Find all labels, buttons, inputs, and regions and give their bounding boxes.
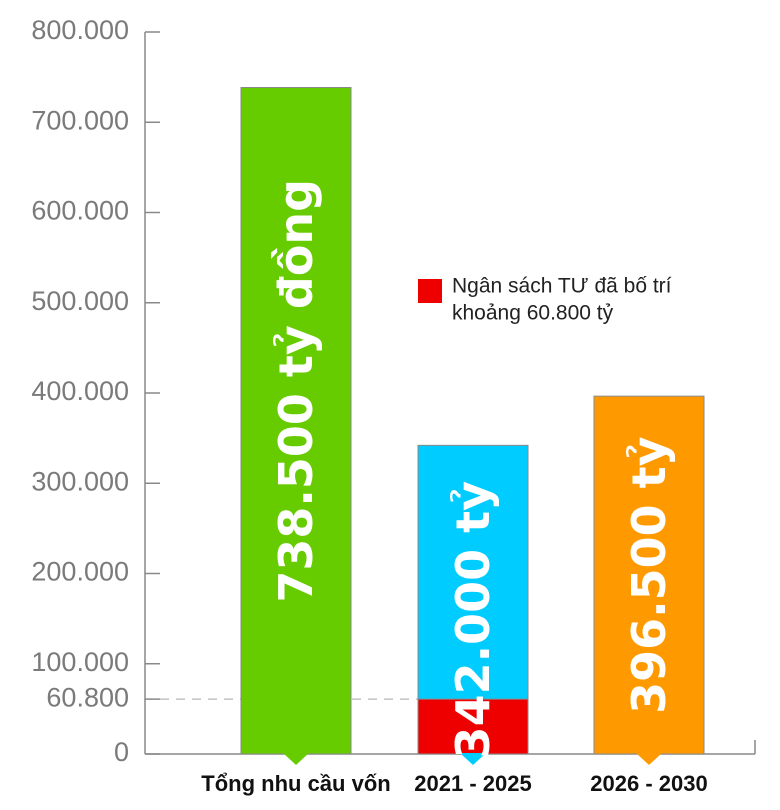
y-tick-label: 600.000 [31,196,129,226]
y-tick-label: 700.000 [31,105,129,135]
x-category-label: Tổng nhu cầu vốn [201,771,390,796]
bar-segment-central-budget [417,698,529,755]
y-tick-label: 400.000 [31,376,129,406]
bar-pointer [460,753,486,765]
bar-value-label: 738.500 tỷ đồng [269,179,323,603]
y-tick-label: 200.000 [31,557,129,587]
chart-legend: Ngân sách TƯ đã bố trí khoảng 60.800 tỷ [418,275,672,325]
legend-label-line1: Ngân sách TƯ đã bố trí [452,275,672,298]
bar-pointer [283,753,309,765]
reference-tick-label: 60.800 [46,682,129,712]
y-tick-label: 300.000 [31,466,129,496]
bar [593,395,705,755]
y-tick-label: 500.000 [31,286,129,316]
chart-bars [240,87,705,765]
bar-pointer [636,753,662,765]
legend-swatch-central-budget [418,279,442,303]
y-tick-label: 800.000 [31,15,129,45]
bar-value-label: 342.000 tỷ [446,481,500,759]
bar [240,87,352,755]
x-category-label: 2026 - 2030 [590,771,707,796]
chart-axes: 0 100.000 200.000 300.000 400.000 500.000 600.… [31,15,756,767]
bar-value-label: 396.500 tỷ [622,436,676,714]
legend-label-line2: khoảng 60.800 tỷ [452,302,614,325]
chart-labels: 738.500 tỷ đồng Tổng nhu cầu vốn 342.000 t… [201,179,707,796]
y-tick-label: 100.000 [31,647,129,677]
y-tick-label: 0 [114,737,129,767]
x-category-label: 2021 - 2025 [414,771,531,796]
